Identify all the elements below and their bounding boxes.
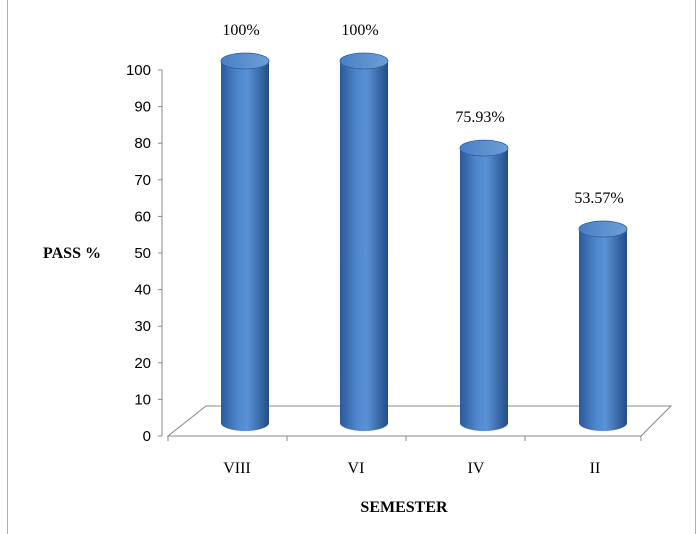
y-tick-label: 0 xyxy=(143,428,151,445)
x-tick-label: VI xyxy=(348,460,365,477)
bar-top xyxy=(578,220,628,238)
bar-top xyxy=(220,52,270,70)
bar-VIII xyxy=(220,52,270,431)
bar-body xyxy=(460,148,508,431)
bars xyxy=(220,52,628,431)
category-labels: VIII VI IV II xyxy=(167,436,642,477)
chart-floor xyxy=(166,405,673,437)
bar-body xyxy=(221,61,269,431)
data-label: 100% xyxy=(222,22,259,39)
data-label: 53.57% xyxy=(574,190,623,207)
y-axis-title: PASS % xyxy=(43,245,101,262)
y-tick-label: 100 xyxy=(126,62,151,79)
data-label: 100% xyxy=(341,22,378,39)
y-tick-label: 90 xyxy=(134,99,151,116)
x-axis-title: SEMESTER xyxy=(360,499,448,516)
y-tick-label: 20 xyxy=(134,355,151,372)
y-tick-label: 40 xyxy=(134,282,151,299)
bar-body xyxy=(579,229,627,431)
y-ticks: 0 10 20 30 40 50 60 70 80 90 100 xyxy=(126,62,162,445)
y-tick-label: 70 xyxy=(134,172,151,189)
bar-VI xyxy=(339,52,389,431)
x-tick-label: VIII xyxy=(223,460,251,477)
bar-II xyxy=(578,220,628,431)
y-tick-label: 50 xyxy=(134,245,151,262)
data-label: 75.93% xyxy=(455,109,504,126)
x-tick-label: II xyxy=(590,460,601,477)
x-tick-label: IV xyxy=(468,460,485,477)
chart-frame xyxy=(7,0,696,534)
bar-top xyxy=(459,139,509,157)
y-tick-label: 30 xyxy=(134,318,151,335)
y-tick-label: 80 xyxy=(134,135,151,152)
bar-top xyxy=(339,52,389,70)
bar-body xyxy=(340,61,388,431)
bar-IV xyxy=(459,139,509,431)
y-tick-label: 10 xyxy=(134,391,151,408)
data-labels: 100% 100% 75.93% 53.57% xyxy=(222,22,623,207)
y-tick-label: 60 xyxy=(134,208,151,225)
